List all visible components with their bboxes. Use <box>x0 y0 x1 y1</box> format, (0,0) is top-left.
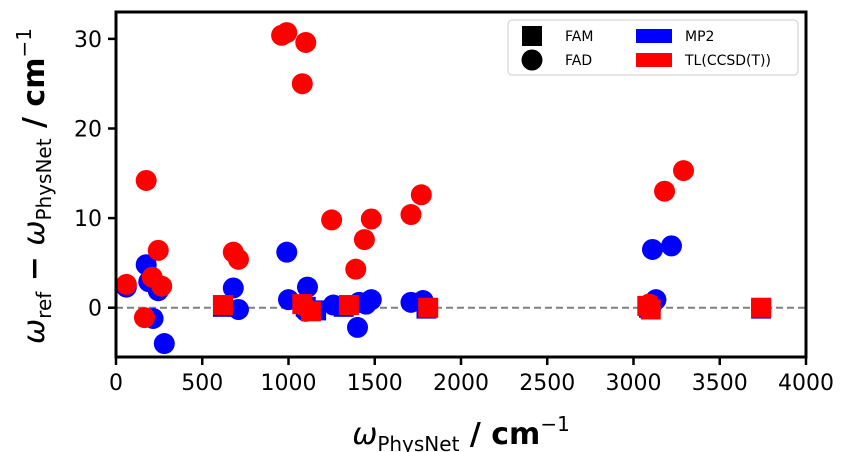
legend-label-fad: FAD <box>565 53 592 69</box>
y-tick-label: 0 <box>88 297 102 322</box>
legend-box <box>507 19 799 76</box>
square-point-tl-ccsd-t--fam-7 <box>751 297 772 318</box>
circle-point-tl-ccsd-t--fad-13 <box>345 258 367 280</box>
x-tick-label: 2500 <box>519 371 575 396</box>
axis-labels: ωPhysNet / cm−1 ωref − ωPhysNet / cm−1 <box>12 28 570 452</box>
circle-point-tl-ccsd-t--fad-0 <box>115 273 137 295</box>
square-point-tl-ccsd-t--fam-2 <box>300 301 321 322</box>
x-tick-label: 1000 <box>261 371 317 396</box>
circle-point-mp2-fad-13 <box>347 316 368 338</box>
x-tick-label: 0 <box>109 371 123 396</box>
circle-point-tl-ccsd-t--fad-19 <box>654 180 676 202</box>
x-tick-label: 1500 <box>347 371 403 396</box>
circle-point-mp2-fad-6 <box>222 277 244 299</box>
y-axis-label: ωref − ωPhysNet / cm−1 <box>12 28 56 344</box>
x-tick-label: 2000 <box>433 371 489 396</box>
circle-point-mp2-fad-8 <box>276 241 298 263</box>
square-point-tl-ccsd-t--fam-3 <box>338 295 359 316</box>
y-tick-label: 20 <box>74 117 102 142</box>
circle-point-tl-ccsd-t--fad-16 <box>400 204 422 226</box>
y-tick-label: 10 <box>74 207 102 232</box>
circle-point-tl-ccsd-t--fad-15 <box>360 208 382 230</box>
x-tick-label: 4000 <box>778 371 834 396</box>
legend-label-fam: FAM <box>565 29 593 45</box>
circle-point-tl-ccsd-t--fad-2 <box>135 169 157 191</box>
axes: 0 500 1000 1500 2000 2500 3000 3500 4000 0 10 20 30 <box>74 10 834 396</box>
x-tick-label: 3000 <box>606 371 662 396</box>
circle-point-tl-ccsd-t--fad-20 <box>673 160 695 182</box>
x-tick-label: 500 <box>181 371 223 396</box>
circle-point-mp2-fad-22 <box>660 235 682 257</box>
circle-point-tl-ccsd-t--fad-14 <box>353 229 375 251</box>
legend-color-swatch <box>636 29 672 43</box>
y-tick-label: 30 <box>74 28 102 53</box>
square-point-tl-ccsd-t--fam-6 <box>640 299 661 320</box>
legend-color-swatch <box>636 53 672 67</box>
circle-point-tl-ccsd-t--fad-17 <box>410 184 432 206</box>
circle-point-mp2-fad-16 <box>360 289 382 311</box>
square-point-tl-ccsd-t--fam-4 <box>418 297 439 318</box>
circle-point-tl-ccsd-t--fad-11 <box>295 31 317 53</box>
legend: FAM FAD MP2 TL(CCSD(T)) <box>507 19 799 76</box>
circle-point-tl-ccsd-t--fad-5 <box>151 275 173 297</box>
circle-point-tl-ccsd-t--fad-9 <box>276 22 298 44</box>
x-tick-label: 3500 <box>692 371 748 396</box>
circle-point-tl-ccsd-t--fad-7 <box>227 248 249 270</box>
circle-point-tl-ccsd-t--fad-4 <box>147 239 169 261</box>
legend-label-mp2: MP2 <box>685 29 714 45</box>
legend-square-marker <box>522 26 542 46</box>
legend-label-tl-ccsd-t-: TL(CCSD(T)) <box>684 53 771 69</box>
square-point-tl-ccsd-t--fam-0 <box>212 295 233 316</box>
circle-point-tl-ccsd-t--fad-1 <box>133 307 155 329</box>
circle-point-mp2-fad-7 <box>227 299 249 321</box>
circle-point-tl-ccsd-t--fad-12 <box>321 209 343 231</box>
circle-point-mp2-fad-5 <box>153 333 175 355</box>
data-points <box>115 22 806 355</box>
x-axis-label: ωPhysNet / cm−1 <box>352 412 570 452</box>
circle-point-mp2-fad-20 <box>641 238 663 260</box>
circle-point-mp2-fad-11 <box>296 276 318 298</box>
circle-point-tl-ccsd-t--fad-10 <box>291 73 313 95</box>
legend-circle-marker <box>521 49 543 71</box>
